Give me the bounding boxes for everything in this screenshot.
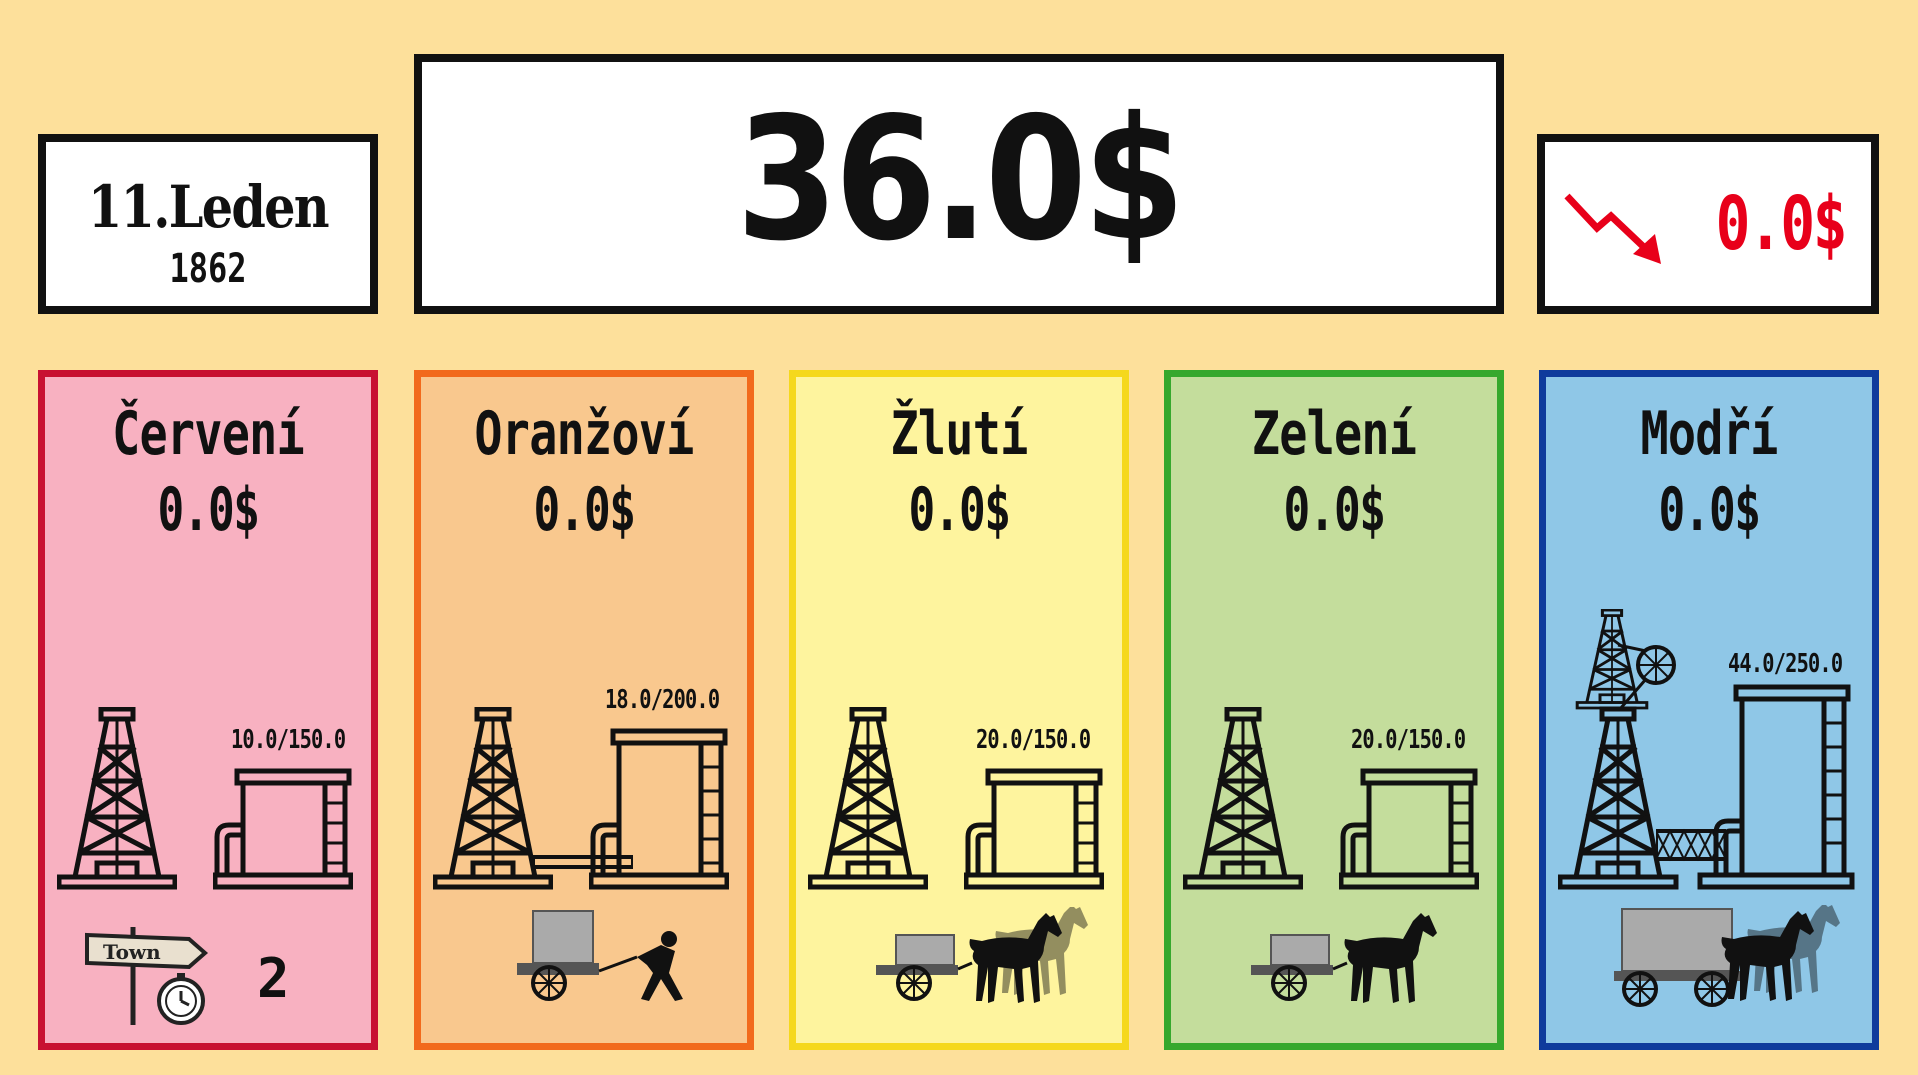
team-money: 0.0$ <box>157 475 259 545</box>
team-name: Oranžoví <box>474 399 694 469</box>
date-display: 11.Leden 1862 <box>38 134 378 314</box>
oil-derrick-icon <box>808 707 928 893</box>
team-panel-zeleni: Zelení 0.0$ 20.0/150.0 <box>1164 370 1504 1050</box>
team-panel-oranzovi: Oranžoví 0.0$ 18.0/200.0 <box>414 370 754 1050</box>
storage-tank-icon <box>589 727 729 893</box>
team-name: Modří <box>1640 399 1779 469</box>
team-money: 0.0$ <box>533 475 635 545</box>
trend-down-arrow-icon <box>1564 193 1661 264</box>
horse-cart-icon <box>1249 913 1437 1003</box>
total-money-display: 36.0$ <box>414 54 1504 314</box>
date-year: 1862 <box>169 246 247 292</box>
total-money-value: 36.0$ <box>736 81 1185 279</box>
two-horse-cart-icon <box>874 907 1088 1003</box>
town-count: 2 <box>257 947 290 1010</box>
storage-capacity: 20.0/150.0 <box>1351 725 1466 755</box>
pump-derrick-icon <box>1558 609 1688 893</box>
oil-derrick-icon <box>1183 707 1303 893</box>
pipeline-icon <box>533 855 633 869</box>
team-money: 0.0$ <box>908 475 1010 545</box>
storage-tank-icon <box>1339 767 1479 893</box>
two-horse-wagon-icon <box>1612 905 1840 1007</box>
storage-tank-icon <box>213 767 353 893</box>
date-day-month: 11.Leden <box>88 173 330 241</box>
town-signpost-icon: Town <box>85 927 209 1025</box>
team-panel-modri: Modří 0.0$ 44.0/250.0 <box>1539 370 1879 1050</box>
team-panel-zluti: Žlutí 0.0$ 20.0/150.0 <box>789 370 1129 1050</box>
storage-capacity: 18.0/200.0 <box>605 685 720 715</box>
money-change-value: 0.0$ <box>1715 181 1847 267</box>
money-change-display: 0.0$ <box>1537 134 1879 314</box>
team-name: Červení <box>112 399 305 469</box>
storage-capacity: 44.0/250.0 <box>1728 649 1843 679</box>
team-money: 0.0$ <box>1658 475 1760 545</box>
storage-capacity: 10.0/150.0 <box>231 725 346 755</box>
team-name: Žlutí <box>890 399 1029 469</box>
svg-text:Town: Town <box>103 940 161 964</box>
storage-capacity: 20.0/150.0 <box>976 725 1091 755</box>
team-name: Zelení <box>1251 399 1417 469</box>
storage-tank-icon <box>1696 683 1856 893</box>
worker-cart-icon <box>515 909 683 1001</box>
oil-derrick-icon <box>57 707 177 893</box>
storage-tank-icon <box>964 767 1104 893</box>
team-money: 0.0$ <box>1283 475 1385 545</box>
team-panel-cerveni: Červení 0.0$ 10.0/150.0 Town 2 <box>38 370 378 1050</box>
